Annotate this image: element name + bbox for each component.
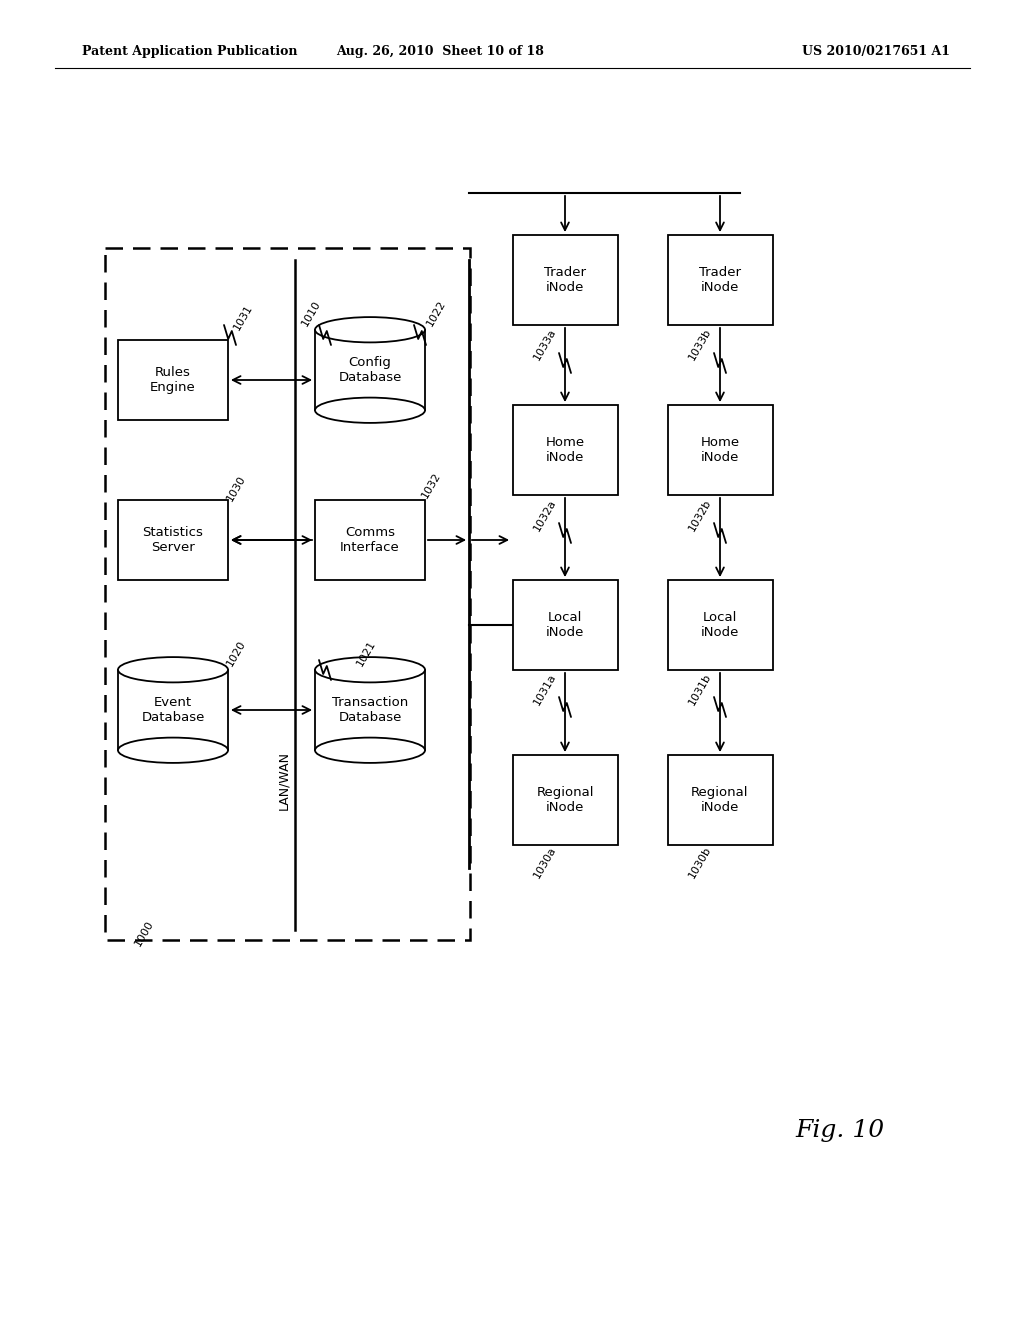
Text: Statistics
Server: Statistics Server (142, 525, 204, 554)
Text: Rules
Engine: Rules Engine (151, 366, 196, 393)
Ellipse shape (315, 397, 425, 422)
Text: Patent Application Publication: Patent Application Publication (82, 45, 298, 58)
Text: 1033b: 1033b (687, 326, 713, 362)
FancyBboxPatch shape (668, 755, 772, 845)
FancyBboxPatch shape (512, 405, 617, 495)
Text: Local
iNode: Local iNode (700, 611, 739, 639)
Polygon shape (118, 669, 228, 750)
Text: 1031: 1031 (232, 302, 255, 333)
Text: 1032: 1032 (420, 471, 442, 500)
Text: 1022: 1022 (425, 298, 447, 327)
Text: Fig. 10: Fig. 10 (796, 1118, 885, 1142)
FancyBboxPatch shape (512, 755, 617, 845)
Text: Home
iNode: Home iNode (700, 436, 739, 465)
Text: 1000: 1000 (133, 919, 156, 948)
Ellipse shape (118, 738, 228, 763)
Polygon shape (315, 330, 425, 411)
Text: Regional
iNode: Regional iNode (537, 785, 594, 814)
Text: 1031b: 1031b (687, 672, 713, 708)
Text: 1031a: 1031a (532, 672, 558, 708)
FancyBboxPatch shape (315, 500, 425, 579)
Text: US 2010/0217651 A1: US 2010/0217651 A1 (802, 45, 950, 58)
FancyBboxPatch shape (118, 341, 228, 420)
Text: 1030b: 1030b (687, 845, 713, 880)
FancyBboxPatch shape (118, 500, 228, 579)
Text: Config
Database: Config Database (338, 356, 401, 384)
Ellipse shape (315, 738, 425, 763)
Text: 1020: 1020 (225, 639, 248, 668)
FancyBboxPatch shape (668, 235, 772, 325)
Text: LAN/WAN: LAN/WAN (278, 751, 291, 809)
Text: 1033a: 1033a (532, 327, 558, 362)
Ellipse shape (315, 317, 425, 342)
Ellipse shape (118, 657, 228, 682)
Text: Local
iNode: Local iNode (546, 611, 584, 639)
Text: 1032b: 1032b (687, 498, 714, 533)
Text: Trader
iNode: Trader iNode (544, 267, 586, 294)
Text: Aug. 26, 2010  Sheet 10 of 18: Aug. 26, 2010 Sheet 10 of 18 (336, 45, 544, 58)
FancyBboxPatch shape (668, 579, 772, 671)
Text: 1010: 1010 (300, 298, 323, 327)
Text: Trader
iNode: Trader iNode (699, 267, 741, 294)
Text: Regional
iNode: Regional iNode (691, 785, 749, 814)
Text: 1030: 1030 (225, 474, 248, 503)
Text: 1021: 1021 (355, 639, 378, 668)
Text: Home
iNode: Home iNode (546, 436, 585, 465)
FancyBboxPatch shape (512, 579, 617, 671)
Text: 1030a: 1030a (532, 845, 558, 880)
Text: Comms
Interface: Comms Interface (340, 525, 400, 554)
FancyBboxPatch shape (512, 235, 617, 325)
Ellipse shape (315, 657, 425, 682)
FancyBboxPatch shape (668, 405, 772, 495)
Text: 1032a: 1032a (532, 498, 558, 533)
Text: Transaction
Database: Transaction Database (332, 696, 409, 723)
Polygon shape (315, 669, 425, 750)
Text: Event
Database: Event Database (141, 696, 205, 723)
